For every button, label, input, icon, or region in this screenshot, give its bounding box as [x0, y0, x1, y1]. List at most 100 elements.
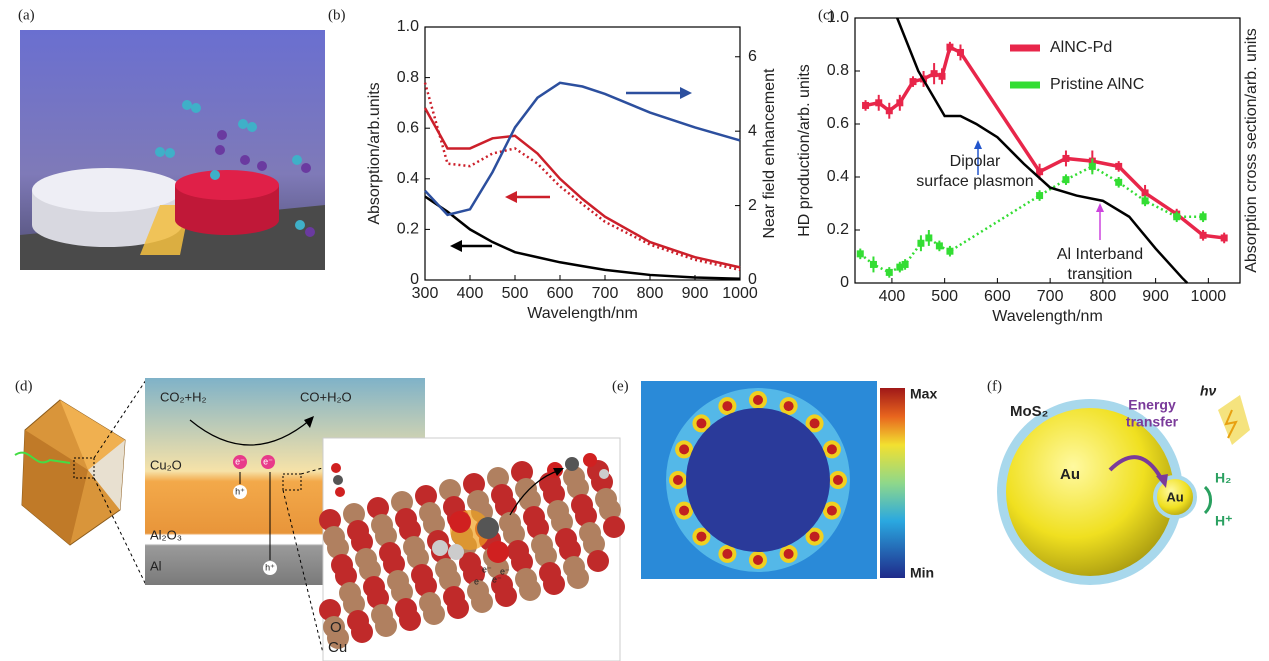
- data-point: [1036, 192, 1044, 200]
- atom: [471, 591, 493, 613]
- atom: [599, 499, 621, 521]
- data-point: [1141, 189, 1149, 197]
- y-tick-label: 0.6: [827, 115, 849, 132]
- x-tick-label: 500: [502, 285, 529, 302]
- atom: [343, 503, 365, 525]
- data-point: [885, 107, 893, 115]
- small-label: Au: [1166, 489, 1183, 504]
- y-tick-label: 1.0: [827, 9, 849, 26]
- cluster-label: e⁻: [500, 566, 510, 576]
- reaction-text: CO₂+H₂: [160, 389, 207, 404]
- data-point: [1220, 234, 1228, 242]
- atom: [391, 581, 413, 603]
- atom: [351, 531, 373, 553]
- x-tick-label: 1000: [722, 285, 758, 302]
- data-point: [938, 72, 946, 80]
- panel-label: (d): [15, 378, 33, 394]
- annotation-arrows-c: [974, 140, 1104, 240]
- y2-tick-label: 0: [748, 271, 757, 288]
- atom: [487, 467, 509, 489]
- atom: [327, 537, 349, 559]
- y2-axis-label: Near field enhancement: [761, 68, 778, 238]
- atom: [327, 627, 349, 649]
- panel-label: (f): [987, 378, 1002, 394]
- hot-spot: [809, 531, 820, 542]
- hot-spot: [679, 505, 690, 516]
- atom-label: Cu: [328, 639, 347, 656]
- y-tick-label: 0.4: [397, 170, 419, 187]
- x-tick-label: 600: [547, 285, 574, 302]
- hot-spot: [722, 548, 733, 559]
- panel-label: (c): [818, 7, 835, 23]
- atom: [415, 485, 437, 507]
- x-tick-label: 900: [682, 285, 709, 302]
- electron-label: e⁻: [263, 456, 273, 466]
- illustration-f: [997, 395, 1250, 585]
- data-point: [946, 247, 954, 255]
- x-tick-label: 800: [637, 285, 664, 302]
- x-tick-label: 1000: [1191, 288, 1227, 305]
- hot-spot: [696, 418, 707, 429]
- atom: [503, 523, 525, 545]
- y2-tick-label: 6: [748, 48, 757, 65]
- data-point: [1115, 178, 1123, 186]
- atom: [543, 483, 565, 505]
- series-line: [424, 81, 741, 217]
- atom: [575, 505, 597, 527]
- x-axis-label: Wavelength/nm: [992, 308, 1103, 325]
- atom: [335, 565, 357, 587]
- atom-label: O: [330, 619, 342, 636]
- data-point: [875, 99, 883, 107]
- data-point: [856, 250, 864, 258]
- atom: [375, 525, 397, 547]
- data-point: [935, 242, 943, 250]
- y2-tick-label: 2: [748, 197, 757, 214]
- hot-spot: [753, 555, 763, 565]
- shell-label: MoS₂: [1010, 403, 1048, 420]
- data-point: [946, 43, 954, 51]
- data-point: [909, 78, 917, 86]
- x-tick-label: 700: [592, 285, 619, 302]
- data-point: [896, 263, 904, 271]
- y-tick-label: 0.8: [397, 69, 419, 86]
- hole-label: h⁺: [265, 562, 275, 572]
- illustration-a: [20, 30, 325, 270]
- atom: [511, 551, 533, 573]
- hot-spot: [833, 475, 843, 485]
- data-point: [896, 99, 904, 107]
- layer-label: Al₂O₃: [150, 527, 182, 542]
- hot-spot: [826, 444, 837, 455]
- atom: [375, 615, 397, 637]
- data-point: [1141, 197, 1149, 205]
- series-line: [896, 17, 1189, 284]
- data-point: [1062, 176, 1070, 184]
- y-tick-label: 0.4: [827, 168, 849, 185]
- atom: [559, 539, 581, 561]
- panel-label: (b): [328, 7, 346, 23]
- data-point: [885, 268, 893, 276]
- plot-frame: [854, 17, 1241, 284]
- atom: [463, 473, 485, 495]
- y-tick-label: 0.8: [827, 62, 849, 79]
- atom: [367, 497, 389, 519]
- product-label: H₂: [1215, 470, 1231, 486]
- atom: [359, 559, 381, 581]
- atom: [399, 609, 421, 631]
- atom: [439, 569, 461, 591]
- y2-tick-label: 4: [748, 122, 757, 139]
- x-tick-label: 800: [1090, 288, 1117, 305]
- x-axis-label: Wavelength/nm: [527, 305, 638, 322]
- x-tick-label: 700: [1037, 288, 1064, 305]
- atom: [391, 491, 413, 513]
- cluster-label: e⁻: [474, 576, 484, 586]
- atom: [439, 479, 461, 501]
- atom: [487, 557, 509, 579]
- atom: [551, 511, 573, 533]
- transfer-label: transfer: [1126, 414, 1179, 430]
- atom: [463, 563, 485, 585]
- light-label: hν: [1200, 383, 1217, 399]
- atom: [319, 509, 341, 531]
- hot-spot: [809, 418, 820, 429]
- x-tick-label: 300: [412, 285, 439, 302]
